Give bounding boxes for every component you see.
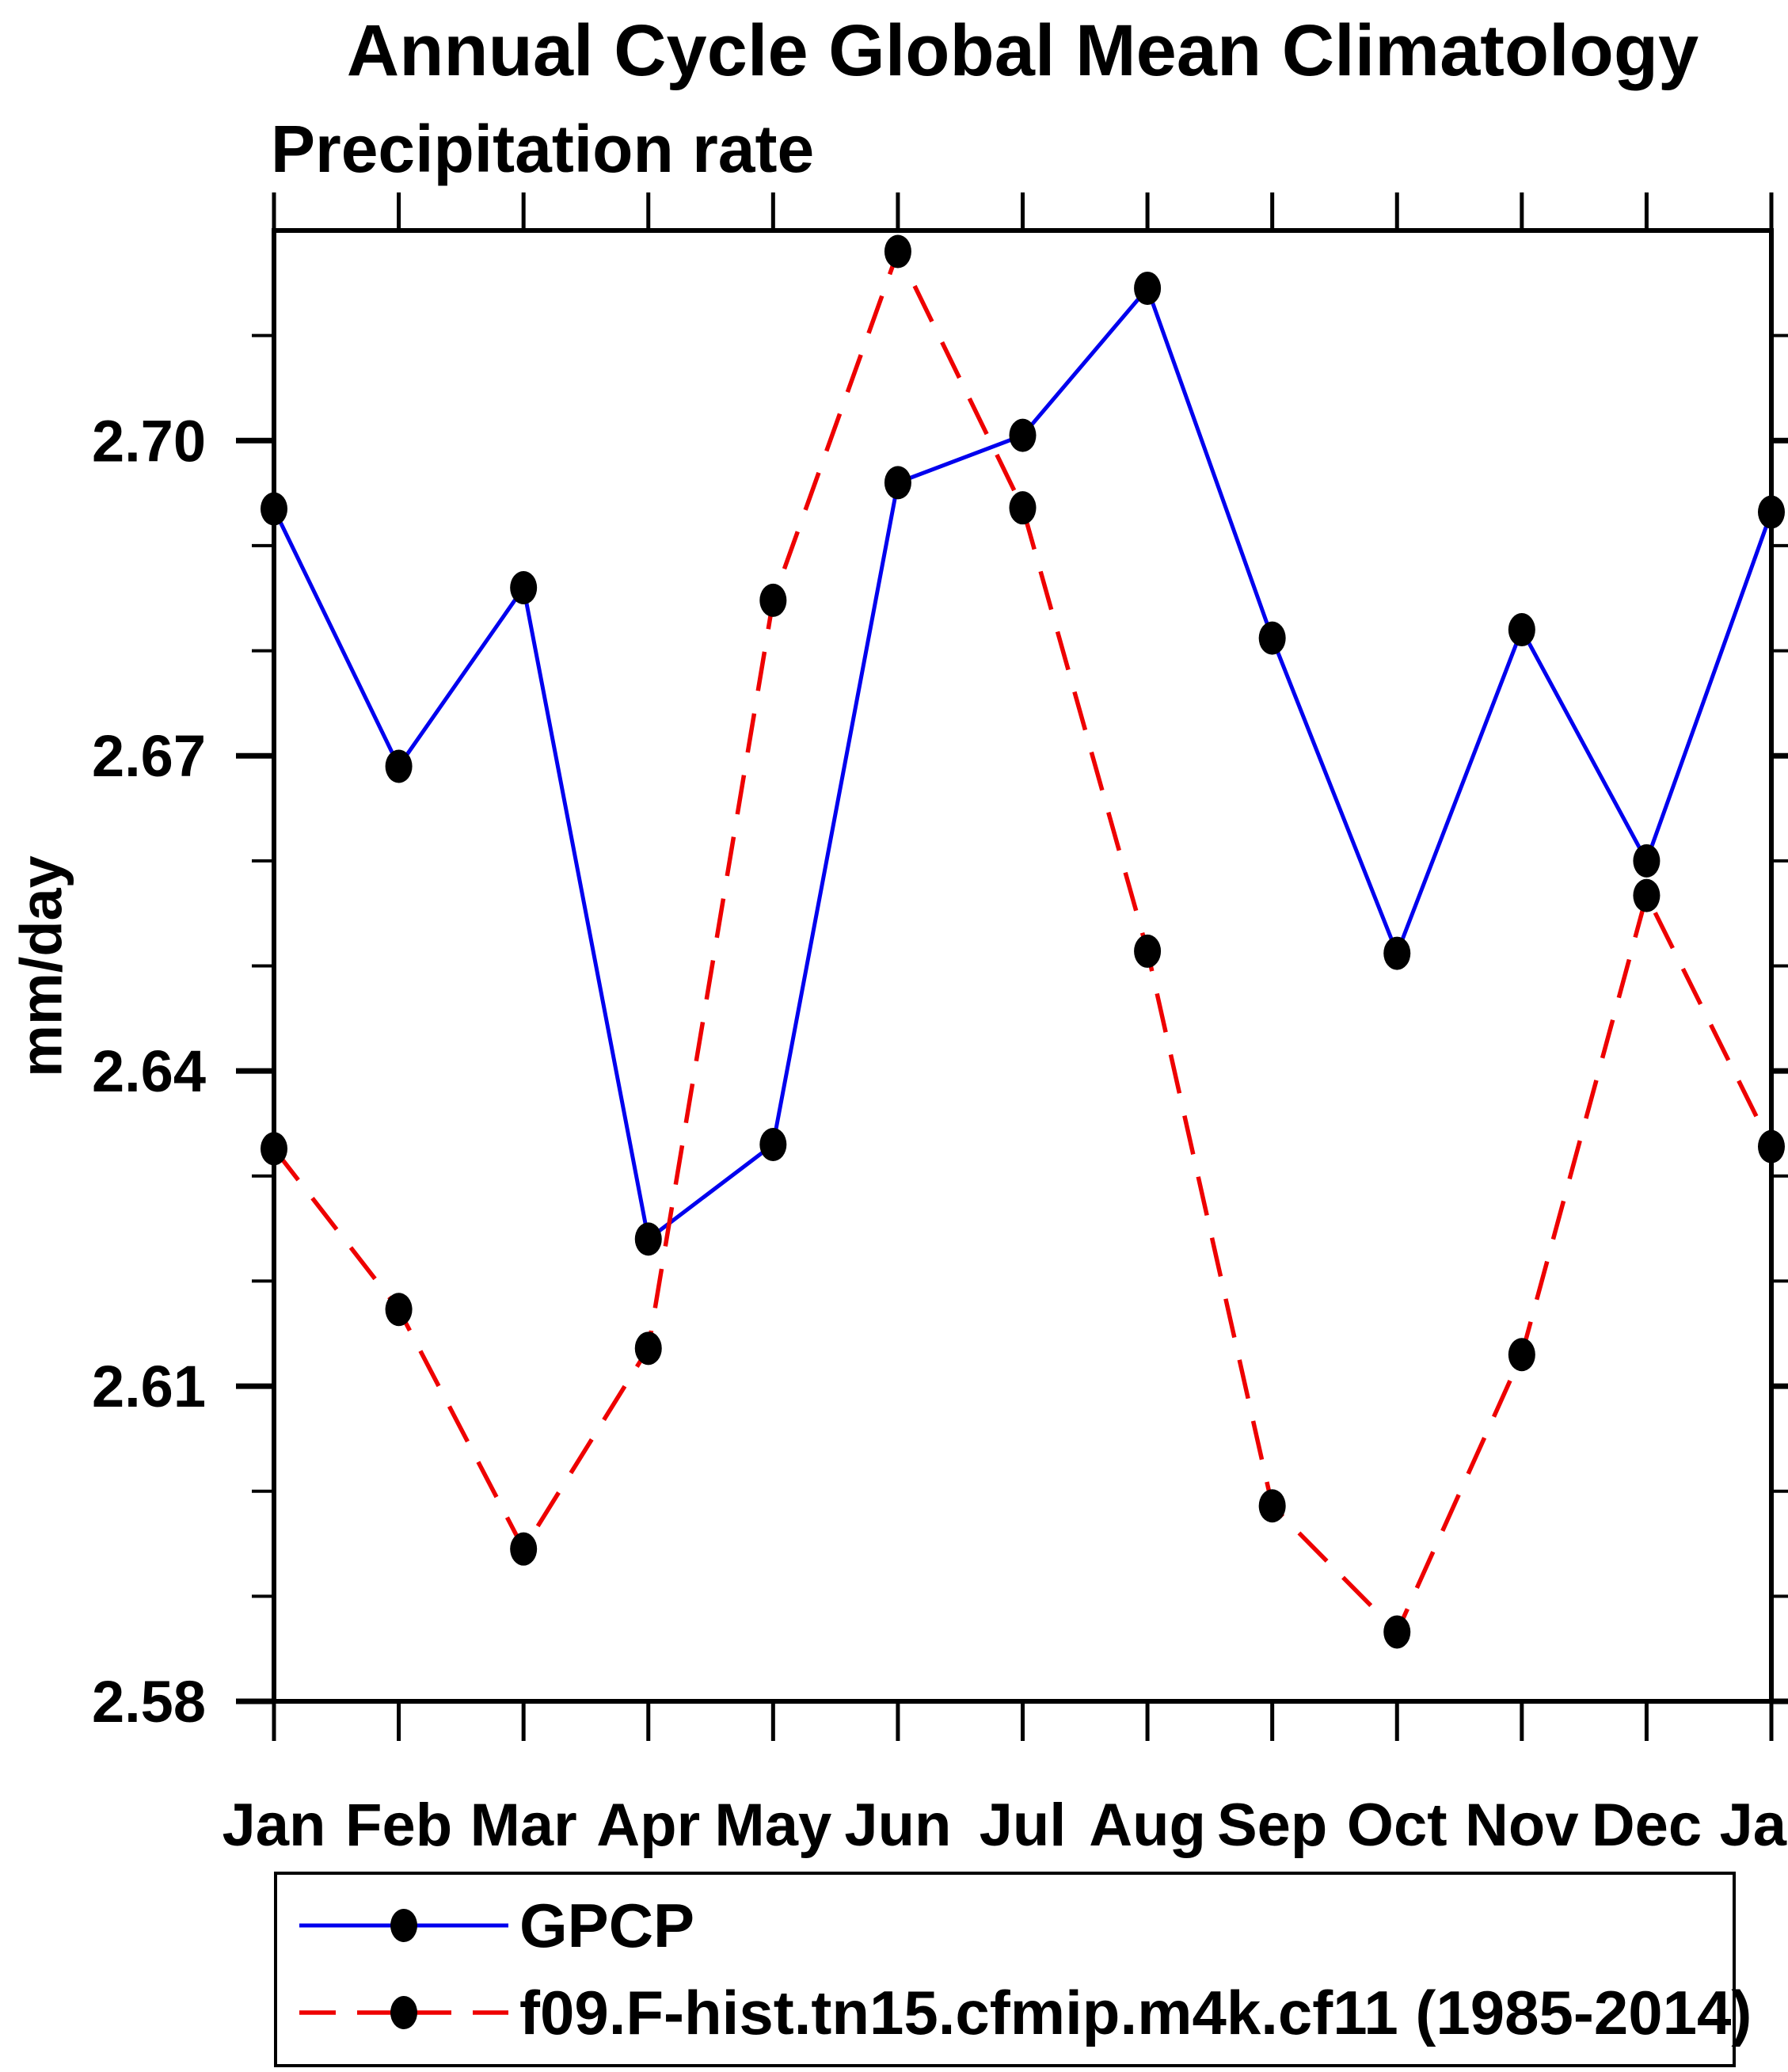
data-point-marker — [385, 1293, 413, 1327]
x-tick-label: Feb — [345, 1792, 452, 1859]
data-point-marker — [261, 492, 287, 526]
legend-marker-dot — [390, 1909, 417, 1942]
x-tick-label: Aug — [1089, 1792, 1206, 1859]
y-tick-label: 2.64 — [92, 1038, 206, 1104]
x-tick-label: Jun — [844, 1792, 951, 1859]
data-point-marker — [759, 583, 787, 617]
y-tick-label: 2.70 — [92, 408, 206, 474]
data-point-marker — [510, 1532, 538, 1566]
data-point-marker — [1009, 491, 1037, 525]
y-tick-label: 2.58 — [92, 1669, 206, 1735]
legend-swatch-gpcp-line — [299, 1909, 508, 1942]
data-point-marker — [1134, 934, 1162, 968]
y-tick-label: 2.67 — [92, 723, 206, 789]
data-point-marker — [1383, 936, 1411, 970]
data-point-marker — [385, 749, 413, 783]
data-point-marker — [1633, 878, 1661, 912]
data-point-marker — [1134, 271, 1162, 305]
data-point-marker — [1508, 1338, 1535, 1372]
x-tick-label: Jan — [1720, 1792, 1788, 1859]
data-point-marker — [1258, 1489, 1286, 1523]
data-point-marker — [510, 570, 538, 604]
chart-title: Annual Cycle Global Mean Climatology — [346, 10, 1699, 91]
legend-entry-gpcp: GPCP — [296, 1892, 694, 1959]
x-tick-label: Nov — [1465, 1792, 1579, 1859]
data-point-marker — [1633, 844, 1661, 878]
x-tick-label: Apr — [596, 1792, 700, 1859]
data-point-marker — [1258, 621, 1286, 655]
data-point-marker — [884, 466, 911, 500]
data-point-marker — [634, 1331, 662, 1365]
series-line-model — [272, 246, 1774, 1636]
x-tick-label: May — [714, 1792, 831, 1859]
data-point-marker — [759, 1127, 787, 1161]
x-tick-label: Oct — [1347, 1792, 1448, 1859]
data-point-marker — [1758, 1129, 1785, 1164]
plot-box — [272, 228, 1774, 1704]
x-tick-label: Sep — [1217, 1792, 1327, 1859]
chart-subtitle: Precipitation rate — [271, 112, 815, 186]
x-tick-label: Dec — [1592, 1792, 1702, 1859]
legend-box: GPCP f09.F-hist.tn15.cfmip.m4k.cf11 (198… — [274, 1872, 1752, 2067]
y-tick-label: 2.61 — [92, 1354, 206, 1419]
data-point-marker — [261, 1132, 287, 1166]
data-point-marker — [884, 234, 911, 269]
data-point-marker — [1758, 495, 1785, 529]
data-point-marker — [1383, 1615, 1411, 1649]
legend-swatch-model-line — [299, 1996, 508, 2029]
legend-marker-dot — [390, 1996, 417, 2029]
legend-entry-model: f09.F-hist.tn15.cfmip.m4k.cf11 (1985-201… — [296, 1979, 1752, 2046]
data-point-marker — [1009, 418, 1037, 452]
data-point-marker — [634, 1222, 662, 1256]
x-tick-label: Mar — [470, 1792, 577, 1859]
data-point-marker — [1508, 613, 1535, 647]
legend-label-model: f09.F-hist.tn15.cfmip.m4k.cf11 (1985-201… — [519, 1978, 1752, 2047]
legend-label-gpcp: GPCP — [519, 1891, 695, 1960]
x-tick-label: Jan — [223, 1792, 326, 1859]
x-tick-label: Jul — [980, 1792, 1067, 1859]
